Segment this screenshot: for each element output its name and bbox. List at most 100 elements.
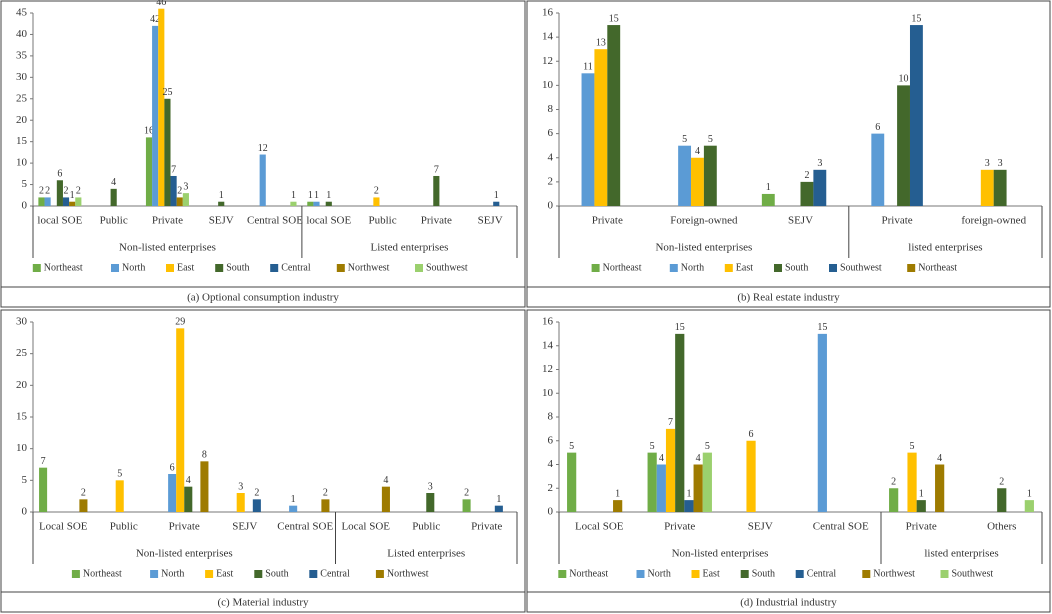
y-tick-label: 20 xyxy=(16,114,28,126)
legend-label: North xyxy=(648,568,671,579)
data-label: 4 xyxy=(696,453,701,464)
data-label: 1 xyxy=(219,190,224,201)
data-label: 3 xyxy=(998,158,1003,169)
legend-label: Northeast xyxy=(83,568,122,579)
x-tick-label: foreign-owned xyxy=(961,215,1026,227)
legend-swatch xyxy=(691,570,700,578)
y-tick-label: 25 xyxy=(16,347,28,359)
caption: (c) Material industry xyxy=(217,597,309,609)
legend-label: North xyxy=(161,568,184,579)
bar xyxy=(462,499,471,512)
bar xyxy=(38,197,45,206)
x-tick-label: local SOE xyxy=(37,215,82,227)
bar xyxy=(168,474,177,512)
data-label: 13 xyxy=(596,37,606,48)
bar xyxy=(236,493,245,512)
bar xyxy=(145,137,153,206)
data-label: 3 xyxy=(428,481,433,492)
y-tick-label: 12 xyxy=(542,363,553,375)
legend-label: Northwest xyxy=(873,568,915,579)
caption: (d) Industrial industry xyxy=(740,597,837,609)
y-tick-label: 40 xyxy=(16,28,28,40)
y-tick-label: 10 xyxy=(16,157,28,169)
bar xyxy=(176,197,183,206)
bar xyxy=(259,154,266,206)
group-label: listed enterprises xyxy=(924,548,998,560)
bar xyxy=(607,25,621,206)
y-tick-label: 6 xyxy=(548,127,554,139)
legend-label: Northeast xyxy=(918,262,957,273)
group-label: Listed enterprises xyxy=(370,242,448,254)
bar xyxy=(373,197,380,206)
data-label: 7 xyxy=(668,417,673,428)
data-label: 10 xyxy=(899,74,909,85)
y-tick-label: 10 xyxy=(542,79,554,91)
data-label: 2 xyxy=(64,186,69,197)
bar xyxy=(218,201,225,206)
bar xyxy=(290,201,297,206)
bar xyxy=(152,25,159,206)
legend-swatch xyxy=(724,264,733,272)
bar xyxy=(176,328,185,512)
legend-label: East xyxy=(216,568,233,579)
y-tick-label: 2 xyxy=(548,482,554,494)
y-tick-label: 6 xyxy=(548,434,554,446)
x-tick-label: Others xyxy=(987,521,1016,533)
legend-label: Central xyxy=(281,262,311,273)
data-label: 5 xyxy=(650,441,655,452)
legend-swatch xyxy=(669,264,678,272)
bar xyxy=(164,98,171,206)
bar xyxy=(200,461,209,512)
x-tick-label: SEJV xyxy=(478,215,503,227)
data-label: 7 xyxy=(434,164,439,175)
bar xyxy=(184,486,193,512)
data-label: 1 xyxy=(686,488,691,499)
data-label: 1 xyxy=(919,488,924,499)
bar xyxy=(935,464,945,512)
data-label: 15 xyxy=(675,322,685,333)
bar xyxy=(675,333,685,512)
data-label: 1 xyxy=(766,182,771,193)
x-tick-label: Central SOE xyxy=(813,521,869,533)
legend-swatch xyxy=(862,570,871,578)
x-tick-label: Public xyxy=(412,521,440,533)
group-label: Listed enterprises xyxy=(387,548,465,560)
y-tick-label: 0 xyxy=(548,506,554,518)
panel-frame xyxy=(526,309,1051,613)
x-tick-label: SEJV xyxy=(232,521,257,533)
legend-label: South xyxy=(752,568,775,579)
bar xyxy=(993,169,1007,206)
data-label: 3 xyxy=(817,158,822,169)
bar xyxy=(321,499,330,512)
bar xyxy=(69,201,76,206)
x-tick-label: Public xyxy=(100,215,128,227)
bar xyxy=(909,25,923,206)
bar xyxy=(325,201,332,206)
x-tick-label: SEJV xyxy=(788,215,813,227)
bar xyxy=(613,500,623,512)
x-tick-label: Private xyxy=(882,215,913,227)
x-tick-label: Central SOE xyxy=(277,521,333,533)
caption: (a) Optional consumption industry xyxy=(187,292,339,304)
data-label: 2 xyxy=(804,170,809,181)
legend-label: Northeast xyxy=(569,568,608,579)
bar xyxy=(691,157,704,206)
y-tick-label: 30 xyxy=(16,316,28,328)
x-tick-label: Local SOE xyxy=(341,521,390,533)
legend-label: Northeast xyxy=(44,262,83,273)
legend-swatch xyxy=(415,264,423,272)
y-tick-label: 16 xyxy=(542,7,554,19)
legend-label: South xyxy=(265,568,288,579)
legend-label: North xyxy=(122,262,145,273)
legend-label: South xyxy=(785,262,808,273)
data-label: 12 xyxy=(258,143,268,154)
data-label: 5 xyxy=(117,469,122,480)
legend-swatch xyxy=(309,570,318,578)
data-label: 2 xyxy=(76,186,81,197)
legend-label: East xyxy=(703,568,720,579)
legend-label: Northwest xyxy=(387,568,429,579)
y-tick-label: 10 xyxy=(542,387,554,399)
x-tick-label: Private xyxy=(664,521,695,533)
panel-frame xyxy=(526,0,1051,308)
